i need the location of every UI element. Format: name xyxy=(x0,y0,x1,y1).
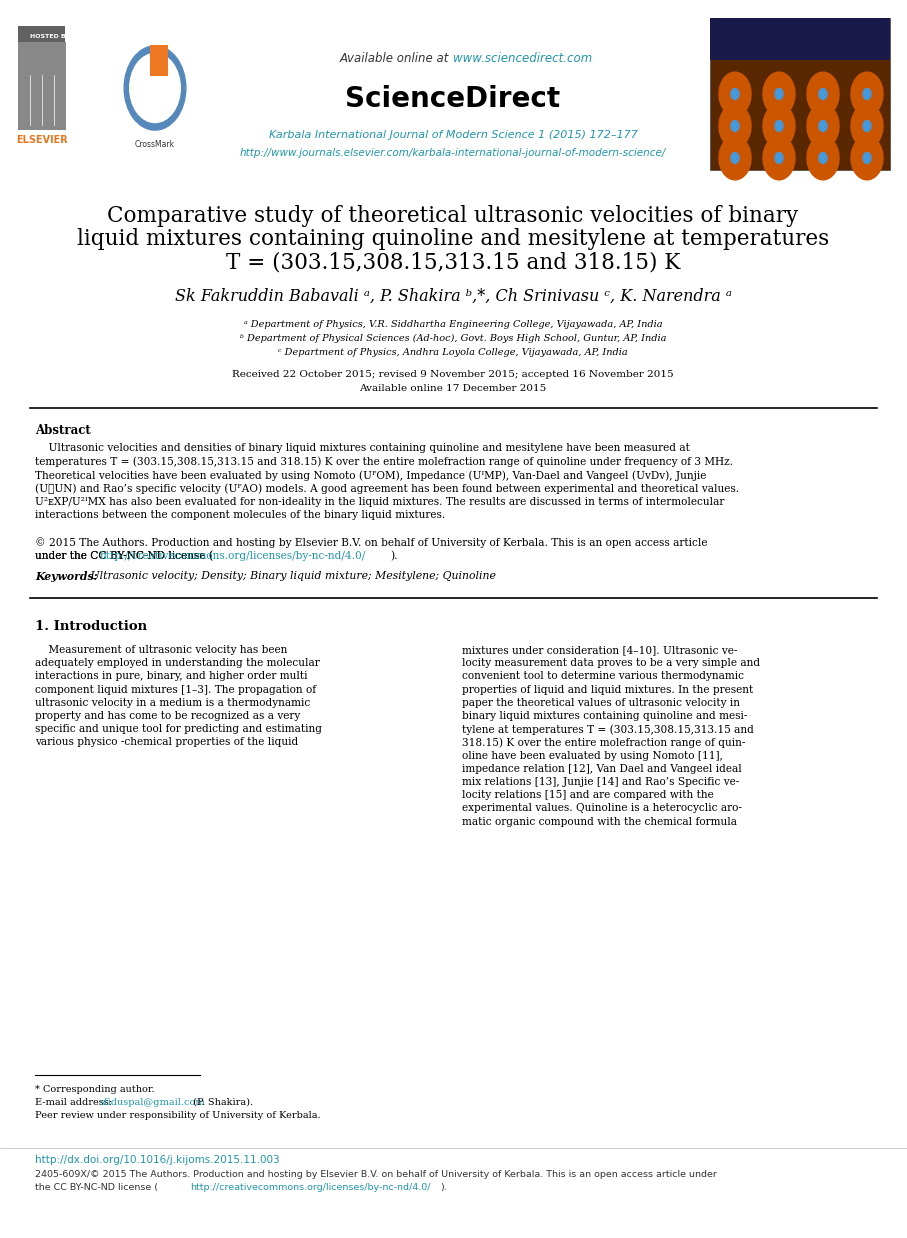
Circle shape xyxy=(819,152,827,163)
Text: http://www.journals.elsevier.com/karbala-international-journal-of-modern-science: http://www.journals.elsevier.com/karbala… xyxy=(239,149,666,158)
Circle shape xyxy=(763,136,795,180)
Text: ᵇ Department of Physical Sciences (Ad-hoc), Govt. Boys High School, Guntur, AP, : ᵇ Department of Physical Sciences (Ad-ho… xyxy=(239,334,667,343)
Text: (P. Shakira).: (P. Shakira). xyxy=(190,1098,253,1107)
Text: ultrasonic velocity in a medium is a thermodynamic: ultrasonic velocity in a medium is a the… xyxy=(35,698,310,708)
Text: Peer review under responsibility of University of Kerbala.: Peer review under responsibility of Univ… xyxy=(35,1110,321,1120)
Text: liquid mixtures containing quinoline and mesitylene at temperatures: liquid mixtures containing quinoline and… xyxy=(77,228,829,250)
Text: www.sciencedirect.com: www.sciencedirect.com xyxy=(453,52,592,66)
Text: mix relations [13], Junjie [14] and Rao’s Specific ve-: mix relations [13], Junjie [14] and Rao’… xyxy=(462,777,739,787)
Circle shape xyxy=(124,46,186,130)
Text: temperatures T = (303.15,308.15,313.15 and 318.15) K over the entire molefractio: temperatures T = (303.15,308.15,313.15 a… xyxy=(35,457,733,467)
Text: impedance relation [12], Van Dael and Vangeel ideal: impedance relation [12], Van Dael and Va… xyxy=(462,764,742,774)
Text: Comparative study of theoretical ultrasonic velocities of binary: Comparative study of theoretical ultraso… xyxy=(107,206,799,227)
Circle shape xyxy=(851,104,883,147)
Text: adequately employed in understanding the molecular: adequately employed in understanding the… xyxy=(35,659,320,669)
Text: E-mail address:: E-mail address: xyxy=(35,1098,115,1107)
Text: matic organic compound with the chemical formula: matic organic compound with the chemical… xyxy=(462,817,737,827)
Text: mixtures under consideration [4–10]. Ultrasonic ve-: mixtures under consideration [4–10]. Ult… xyxy=(462,645,737,655)
Text: 1. Introduction: 1. Introduction xyxy=(35,620,147,633)
Text: U²ᴇXP/U²ᴵMX has also been evaluated for non-ideality in the liquid mixtures. The: U²ᴇXP/U²ᴵMX has also been evaluated for … xyxy=(35,496,725,508)
Circle shape xyxy=(863,152,871,163)
Text: binary liquid mixtures containing quinoline and mesi-: binary liquid mixtures containing quinol… xyxy=(462,711,747,721)
Text: tylene at temperatures T = (303.15,308.15,313.15 and: tylene at temperatures T = (303.15,308.1… xyxy=(462,724,754,735)
Text: Ultrasonic velocities and densities of binary liquid mixtures containing quinoli: Ultrasonic velocities and densities of b… xyxy=(35,443,690,453)
FancyBboxPatch shape xyxy=(710,19,890,170)
Circle shape xyxy=(807,72,839,116)
Text: T = (303.15,308.15,313.15 and 318.15) K: T = (303.15,308.15,313.15 and 318.15) K xyxy=(226,251,680,274)
Circle shape xyxy=(819,120,827,131)
Text: Sk Fakruddin Babavali ᵃ, P. Shakira ᵇ,*, Ch Srinivasu ᶜ, K. Narendra ᵃ: Sk Fakruddin Babavali ᵃ, P. Shakira ᵇ,*,… xyxy=(174,288,731,305)
Circle shape xyxy=(775,89,783,99)
Text: locity relations [15] and are compared with the: locity relations [15] and are compared w… xyxy=(462,790,714,800)
Text: * Corresponding author.: * Corresponding author. xyxy=(35,1084,154,1094)
Circle shape xyxy=(807,104,839,147)
Circle shape xyxy=(775,152,783,163)
Text: experimental values. Quinoline is a heterocyclic aro-: experimental values. Quinoline is a hete… xyxy=(462,803,742,813)
Circle shape xyxy=(731,120,739,131)
Text: property and has come to be recognized as a very: property and has come to be recognized a… xyxy=(35,711,300,721)
Text: Available online 17 December 2015: Available online 17 December 2015 xyxy=(359,384,547,392)
Text: properties of liquid and liquid mixtures. In the present: properties of liquid and liquid mixtures… xyxy=(462,685,753,695)
Text: under the CC BY-NC-ND license (: under the CC BY-NC-ND license ( xyxy=(35,551,213,561)
FancyBboxPatch shape xyxy=(18,42,66,130)
Text: ).: ). xyxy=(440,1184,447,1192)
Text: ᵃ Department of Physics, V.R. Siddhartha Engineering College, Vijayawada, AP, In: ᵃ Department of Physics, V.R. Siddhartha… xyxy=(244,319,662,329)
Circle shape xyxy=(863,120,871,131)
Circle shape xyxy=(819,89,827,99)
Text: oline have been evaluated by using Nomoto [11],: oline have been evaluated by using Nomot… xyxy=(462,750,723,760)
Text: 318.15) K over the entire molefraction range of quin-: 318.15) K over the entire molefraction r… xyxy=(462,738,746,748)
Text: ).: ). xyxy=(390,551,397,561)
Circle shape xyxy=(763,72,795,116)
Circle shape xyxy=(775,120,783,131)
Circle shape xyxy=(731,89,739,99)
Text: Karbala International Journal of Modern Science 1 (2015) 172–177: Karbala International Journal of Modern … xyxy=(268,130,638,140)
Text: sfiduspal@gmail.com: sfiduspal@gmail.com xyxy=(100,1098,206,1107)
Circle shape xyxy=(719,136,751,180)
FancyBboxPatch shape xyxy=(150,45,168,76)
Circle shape xyxy=(763,104,795,147)
FancyBboxPatch shape xyxy=(18,26,65,42)
Text: specific and unique tool for predicting and estimating: specific and unique tool for predicting … xyxy=(35,724,322,734)
Text: (UⰶUN) and Rao’s specific velocity (UᴾAO) models. A good agreement has been foun: (UⰶUN) and Rao’s specific velocity (UᴾAO… xyxy=(35,484,739,494)
Text: http://dx.doi.org/10.1016/j.kijoms.2015.11.003: http://dx.doi.org/10.1016/j.kijoms.2015.… xyxy=(35,1155,279,1165)
Text: Ultrasonic velocity; Density; Binary liquid mixture; Mesitylene; Quinoline: Ultrasonic velocity; Density; Binary liq… xyxy=(87,571,496,581)
Text: Keywords:: Keywords: xyxy=(35,571,98,582)
Text: © 2015 The Authors. Production and hosting by Elsevier B.V. on behalf of Univers: © 2015 The Authors. Production and hosti… xyxy=(35,537,707,548)
Text: interactions in pure, binary, and higher order multi: interactions in pure, binary, and higher… xyxy=(35,671,307,681)
Text: various physico -chemical properties of the liquid: various physico -chemical properties of … xyxy=(35,738,298,748)
Circle shape xyxy=(807,136,839,180)
Text: paper the theoretical values of ultrasonic velocity in: paper the theoretical values of ultrason… xyxy=(462,698,740,708)
Text: http://creativecommons.org/licenses/by-nc-nd/4.0/: http://creativecommons.org/licenses/by-n… xyxy=(100,551,366,561)
Circle shape xyxy=(851,136,883,180)
Circle shape xyxy=(851,72,883,116)
Text: the CC BY-NC-ND license (: the CC BY-NC-ND license ( xyxy=(35,1184,158,1192)
Text: component liquid mixtures [1–3]. The propagation of: component liquid mixtures [1–3]. The pro… xyxy=(35,685,317,695)
Text: Abstract: Abstract xyxy=(35,423,91,437)
Text: Available online at: Available online at xyxy=(340,52,453,66)
Circle shape xyxy=(130,53,180,123)
Text: CrossMark: CrossMark xyxy=(135,140,175,149)
Text: locity measurement data proves to be a very simple and: locity measurement data proves to be a v… xyxy=(462,659,760,669)
Text: Theoretical velocities have been evaluated by using Nomoto (UᴾOM), Impedance (Uᴵ: Theoretical velocities have been evaluat… xyxy=(35,470,707,480)
Text: convenient tool to determine various thermodynamic: convenient tool to determine various the… xyxy=(462,671,744,681)
Text: Received 22 October 2015; revised 9 November 2015; accepted 16 November 2015: Received 22 October 2015; revised 9 Nove… xyxy=(232,370,674,379)
Circle shape xyxy=(731,152,739,163)
Text: ELSEVIER: ELSEVIER xyxy=(16,135,68,145)
FancyBboxPatch shape xyxy=(710,19,890,59)
Circle shape xyxy=(719,72,751,116)
Text: 2405-609X/© 2015 The Authors. Production and hosting by Elsevier B.V. on behalf : 2405-609X/© 2015 The Authors. Production… xyxy=(35,1170,717,1179)
Text: HOSTED BY: HOSTED BY xyxy=(30,33,70,40)
Text: Measurement of ultrasonic velocity has been: Measurement of ultrasonic velocity has b… xyxy=(35,645,288,655)
Text: http://creativecommons.org/licenses/by-nc-nd/4.0/: http://creativecommons.org/licenses/by-n… xyxy=(190,1184,431,1192)
Text: under the CC BY-NC-ND license (: under the CC BY-NC-ND license ( xyxy=(35,551,213,561)
Text: interactions between the component molecules of the binary liquid mixtures.: interactions between the component molec… xyxy=(35,510,445,520)
Text: ᶜ Department of Physics, Andhra Loyola College, Vijayawada, AP, India: ᶜ Department of Physics, Andhra Loyola C… xyxy=(278,348,628,357)
Circle shape xyxy=(863,89,871,99)
Circle shape xyxy=(719,104,751,147)
Text: ScienceDirect: ScienceDirect xyxy=(346,85,561,113)
